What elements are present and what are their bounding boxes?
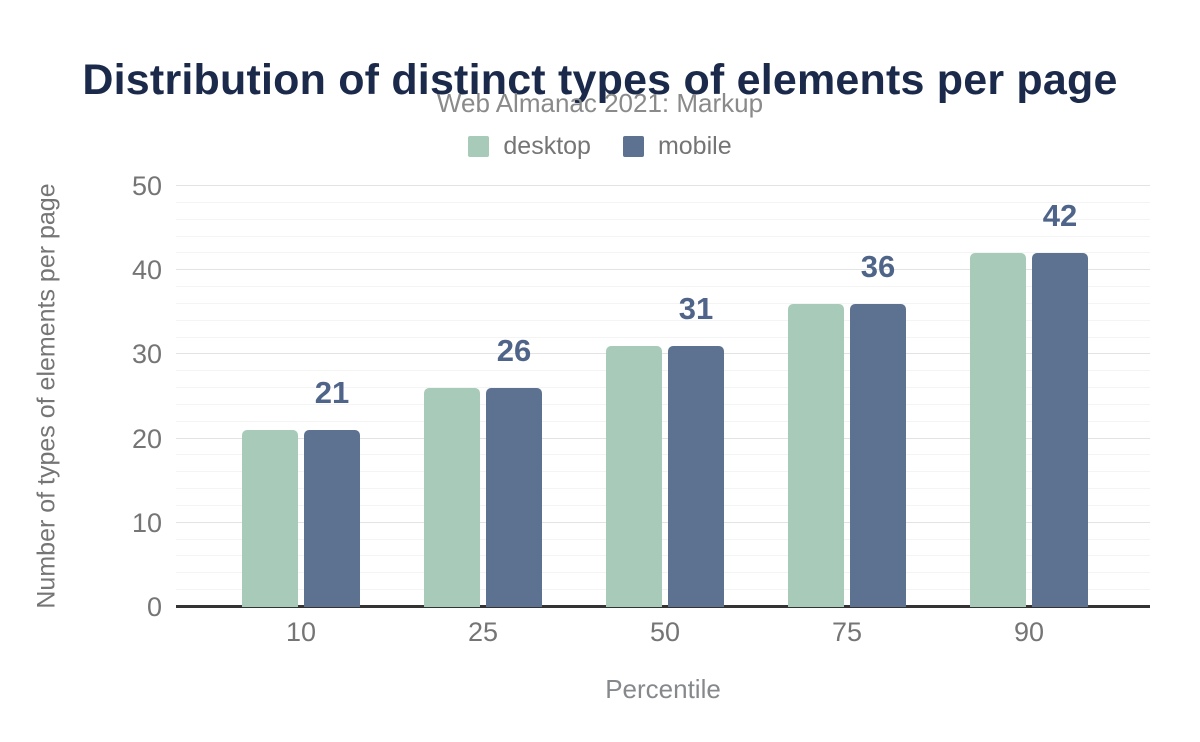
- chart-title: Distribution of distinct types of elemen…: [82, 55, 1118, 104]
- legend-swatch-mobile: [622, 136, 644, 157]
- gridline-minor: [176, 454, 1150, 456]
- x-axis-baseline: [176, 605, 1150, 608]
- bar-desktop-p10: [242, 430, 298, 607]
- gridline-minor: [176, 336, 1150, 338]
- gridline-minor: [176, 319, 1150, 321]
- y-tick-label: 0: [146, 592, 162, 622]
- bar-mobile-p75: 36: [850, 251, 906, 607]
- bar-group-p90: 42 90: [938, 186, 1120, 647]
- chart-subtitle: Web Almanac 2021: Markup: [436, 88, 764, 118]
- gridline-minor: [176, 589, 1150, 591]
- bar-value-label: 26: [496, 333, 532, 369]
- legend-item-desktop: desktop: [468, 132, 591, 161]
- gridline-minor: [176, 403, 1150, 405]
- y-tick-label: 10: [131, 507, 162, 538]
- gridline-major: [176, 353, 1150, 355]
- bar-mobile-p25: 26: [486, 335, 542, 607]
- bar-group-p75: 36 75: [756, 186, 938, 647]
- bar-value-label: 21: [314, 375, 350, 411]
- legend: desktop mobile: [0, 132, 1200, 161]
- bar-value-label: 36: [860, 248, 896, 284]
- gridline-minor: [176, 504, 1150, 506]
- bar-group-p50: 31 50: [574, 186, 756, 647]
- gridline-minor: [176, 235, 1150, 237]
- gridline-minor: [176, 387, 1150, 389]
- gridline-minor: [176, 555, 1150, 557]
- gridline-major: [176, 437, 1150, 439]
- x-tick-label: 75: [831, 617, 863, 647]
- gridline-minor: [176, 302, 1150, 304]
- y-axis-ticks: 0 10 20 30 40 50: [90, 172, 162, 621]
- gridline-major: [176, 269, 1150, 271]
- legend-label-desktop: desktop: [503, 132, 591, 160]
- bar-group-p25: 26 25: [392, 186, 574, 647]
- gridline-minor: [176, 488, 1150, 490]
- y-tick-label: 20: [131, 423, 162, 454]
- gridline-minor: [176, 370, 1150, 372]
- y-tick-label: 50: [131, 171, 162, 201]
- bar-desktop-p90: [970, 253, 1026, 607]
- gridline-minor: [176, 471, 1150, 473]
- x-axis-title: Percentile: [605, 674, 721, 704]
- gridline-minor: [176, 538, 1150, 540]
- gridline-major: [176, 521, 1150, 523]
- x-tick-label: 50: [649, 617, 681, 647]
- bar-group-p10: 21 10: [210, 186, 392, 647]
- plot-area: 21 10 26 25 31 50 36 75 42 90: [176, 185, 1150, 647]
- gridline-minor: [176, 201, 1150, 203]
- bar-mobile-p90: 42: [1032, 200, 1088, 607]
- gridline-minor: [176, 218, 1150, 220]
- gridline-minor: [176, 420, 1150, 422]
- gridline-minor: [176, 252, 1150, 254]
- gridline-minor: [176, 286, 1150, 288]
- bar-desktop-p50: [606, 345, 662, 607]
- bar-mobile-p50: 31: [668, 293, 724, 607]
- bar-value-label: 31: [678, 290, 714, 326]
- y-tick-label: 30: [131, 339, 162, 370]
- gridline-minor: [176, 572, 1150, 574]
- legend-item-mobile: mobile: [622, 132, 732, 161]
- gridline-major: [176, 185, 1150, 186]
- legend-swatch-desktop: [468, 136, 490, 157]
- y-tick-label: 40: [131, 255, 162, 286]
- x-tick-label: 25: [467, 617, 499, 647]
- bar-mobile-p10: 21: [304, 377, 360, 607]
- x-tick-label: 10: [285, 617, 317, 647]
- legend-label-mobile: mobile: [657, 132, 732, 160]
- bar-desktop-p25: [424, 388, 480, 607]
- y-axis-title: Number of types of elements per page: [32, 183, 61, 609]
- bar-value-label: 42: [1042, 198, 1078, 234]
- x-tick-label: 90: [1013, 617, 1045, 647]
- bars-row: 21 10 26 25 31 50 36 75 42 90: [210, 186, 1120, 647]
- bar-desktop-p75: [788, 303, 844, 607]
